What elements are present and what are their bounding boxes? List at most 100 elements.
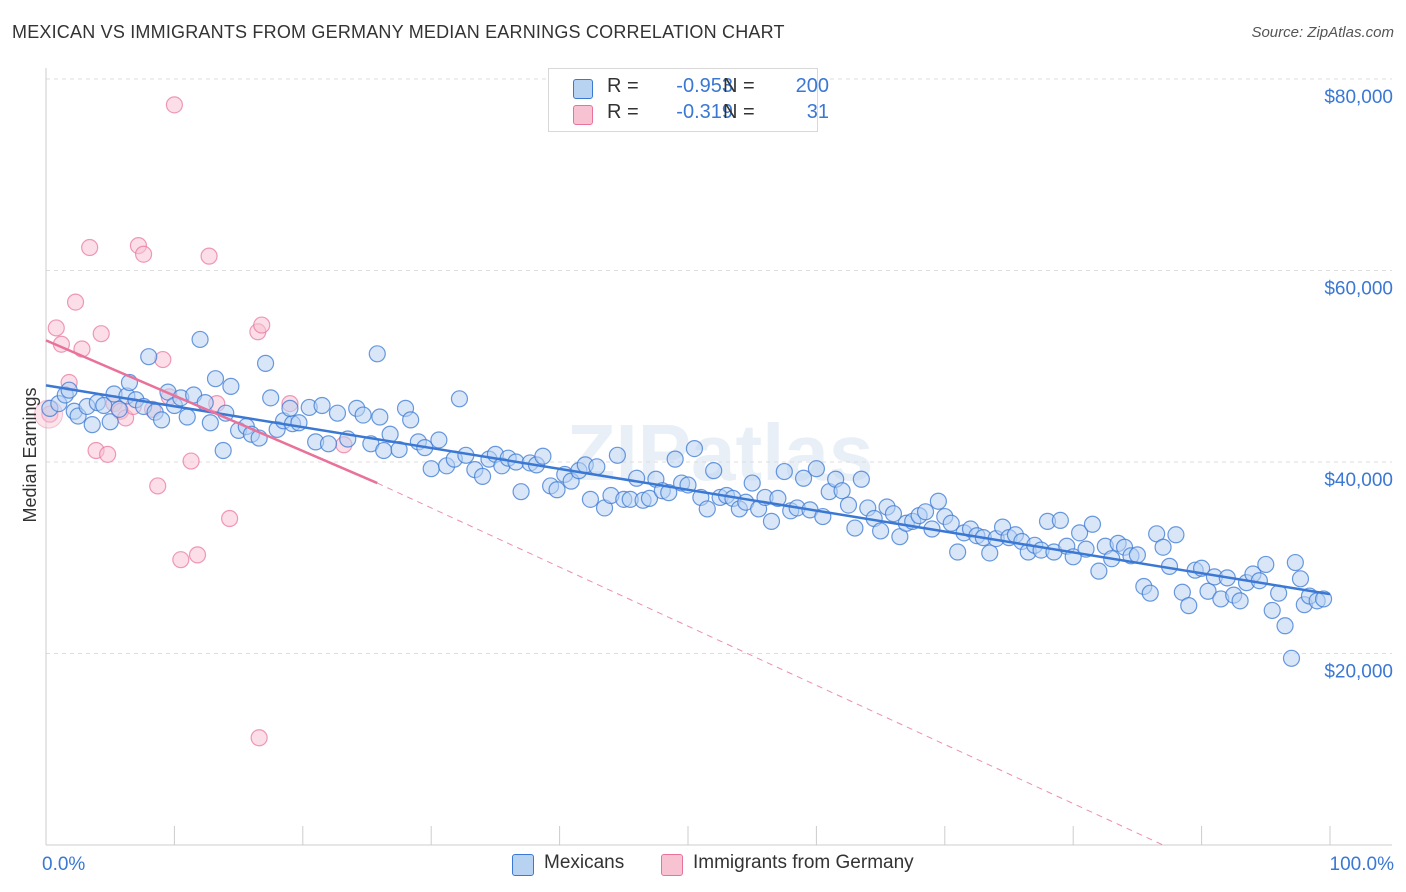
data-point-mexicans — [942, 514, 960, 532]
data-point-germany — [134, 245, 153, 263]
r-value: -0.319 — [676, 101, 733, 123]
n-value: 200 — [795, 75, 829, 97]
x-tick-label: 100.0% — [1330, 854, 1395, 875]
data-point-mexicans — [1231, 592, 1249, 610]
data-point-mexicans — [222, 377, 240, 395]
data-point-germany — [172, 551, 190, 569]
data-point-mexicans — [1083, 515, 1102, 533]
data-point-mexicans — [1071, 524, 1089, 542]
correlation-legend: R = -0.953 N = 200 R = -0.319 N = 31 — [548, 68, 829, 132]
data-point-mexicans — [319, 435, 338, 453]
legend-label: Mexicans — [544, 852, 625, 873]
y-tick-label: $40,000 — [1324, 470, 1393, 491]
trend-lines — [45, 339, 1331, 846]
data-point-mexicans — [512, 483, 530, 501]
data-point-mexicans — [1167, 526, 1185, 544]
data-point-mexicans — [371, 408, 389, 426]
data-point-mexicans — [705, 462, 723, 480]
data-point-mexicans — [871, 522, 890, 540]
data-point-mexicans — [839, 496, 858, 514]
data-point-mexicans — [916, 503, 935, 521]
data-point-mexicans — [152, 411, 171, 429]
data-point-mexicans — [1128, 546, 1147, 564]
y-axis-label: Median Earnings — [20, 387, 40, 522]
data-point-mexicans — [640, 489, 659, 507]
data-point-mexicans — [1154, 538, 1172, 556]
data-point-germany — [66, 293, 85, 311]
data-point-germany — [154, 350, 172, 369]
y-tick-label: $60,000 — [1324, 279, 1393, 300]
data-point-mexicans — [698, 500, 716, 518]
series-legend: Mexicans Immigrants from Germany — [0, 852, 1406, 878]
data-point-germany — [221, 509, 239, 528]
data-point-mexicans — [743, 474, 761, 492]
data-point-mexicans — [328, 404, 347, 422]
data-point-mexicans — [852, 470, 870, 488]
data-point-mexicans — [101, 413, 119, 431]
data-point-mexicans — [608, 446, 626, 464]
legend-swatch-pink — [573, 105, 593, 125]
data-point-mexicans — [775, 462, 793, 481]
y-tick-label: $80,000 — [1324, 87, 1393, 108]
data-point-germany — [47, 319, 65, 337]
data-point-germany — [188, 546, 207, 564]
data-point-germany — [92, 325, 110, 343]
data-point-mexicans — [1286, 553, 1304, 572]
data-point-mexicans — [201, 414, 219, 432]
data-point-germany — [182, 452, 200, 470]
data-point-mexicans — [473, 467, 492, 485]
data-point-mexicans — [450, 390, 469, 408]
n-label: N = — [723, 75, 755, 97]
data-point-mexicans — [178, 408, 196, 426]
trend-line-germany — [45, 339, 378, 485]
data-point-germany — [253, 316, 271, 334]
legend-label: Immigrants from Germany — [693, 852, 914, 873]
data-point-mexicans — [884, 505, 903, 523]
data-point-mexicans — [422, 460, 440, 478]
data-point-mexicans — [534, 447, 552, 465]
data-point-germany — [200, 247, 218, 265]
legend-swatch-blue — [573, 79, 593, 99]
series-mexicans-points — [41, 330, 1333, 667]
data-point-mexicans — [214, 441, 232, 460]
source-label: Source: ZipAtlas.com — [1251, 24, 1394, 41]
trend-line-germany-extension — [377, 482, 1164, 846]
n-value: 31 — [806, 101, 829, 123]
data-point-mexicans — [981, 544, 999, 562]
data-point-mexicans — [1199, 582, 1217, 600]
legend-swatch-blue — [512, 854, 534, 876]
legend-swatch-pink — [661, 854, 683, 876]
data-point-mexicans — [206, 370, 225, 388]
data-point-mexicans — [1276, 617, 1294, 635]
data-point-mexicans — [846, 519, 864, 537]
data-point-mexicans — [256, 354, 275, 372]
data-point-mexicans — [110, 400, 128, 418]
r-label: R = — [607, 75, 639, 97]
data-point-mexicans — [262, 389, 280, 407]
x-tick-label: 0.0% — [42, 854, 85, 875]
data-point-mexicans — [354, 406, 372, 424]
data-point-mexicans — [83, 416, 101, 434]
axes — [45, 68, 1392, 846]
x-tick-labels: 0.0% 100.0% — [42, 854, 1394, 875]
data-point-mexicans — [1282, 649, 1301, 667]
data-point-germany — [165, 96, 183, 114]
r-label: R = — [607, 101, 639, 123]
data-point-mexicans — [430, 431, 448, 449]
data-point-mexicans — [794, 469, 813, 487]
data-point-mexicans — [1291, 570, 1310, 588]
data-point-mexicans — [1141, 584, 1159, 602]
data-point-mexicans — [628, 469, 646, 487]
y-tick-label: $20,000 — [1324, 662, 1393, 683]
data-point-germany — [81, 238, 99, 257]
data-point-mexicans — [660, 484, 678, 502]
data-point-mexicans — [929, 492, 947, 510]
data-point-mexicans — [548, 481, 566, 499]
y-tick-labels: $20,000 $40,000 $60,000 $80,000 — [1324, 87, 1393, 683]
data-point-mexicans — [191, 330, 209, 349]
data-point-mexicans — [666, 450, 684, 468]
data-point-mexicans — [807, 460, 826, 478]
data-point-mexicans — [769, 489, 787, 507]
data-point-mexicans — [762, 512, 781, 530]
